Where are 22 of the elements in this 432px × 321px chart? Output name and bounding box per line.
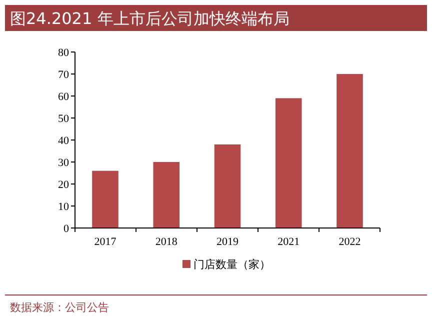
x-tick-label: 2017 xyxy=(94,236,117,248)
y-tick-label: 60 xyxy=(58,90,70,103)
y-tick-label: 20 xyxy=(58,178,70,191)
bar xyxy=(275,98,302,228)
y-tick-label: 30 xyxy=(58,156,70,169)
legend-label: 门店数量（家） xyxy=(194,258,270,271)
y-tick-label: 80 xyxy=(58,46,70,59)
x-tick-label: 2022 xyxy=(338,236,361,248)
y-tick-label: 0 xyxy=(64,222,70,235)
bar xyxy=(153,162,180,228)
chart-title: 图24.2021 年上市后公司加快终端布局 xyxy=(10,9,290,28)
bar xyxy=(214,144,241,228)
y-tick-label: 70 xyxy=(58,68,70,81)
y-tick-label: 50 xyxy=(58,112,70,125)
y-tick-label: 10 xyxy=(58,200,70,213)
x-tick-label: 2021 xyxy=(278,236,300,248)
x-tick-label: 2019 xyxy=(216,236,239,248)
y-tick-label: 40 xyxy=(58,134,70,147)
x-tick-label: 2018 xyxy=(155,236,178,248)
bar xyxy=(336,74,363,228)
source-note: 数据来源：公司公告 xyxy=(10,301,109,314)
bar xyxy=(92,170,118,228)
